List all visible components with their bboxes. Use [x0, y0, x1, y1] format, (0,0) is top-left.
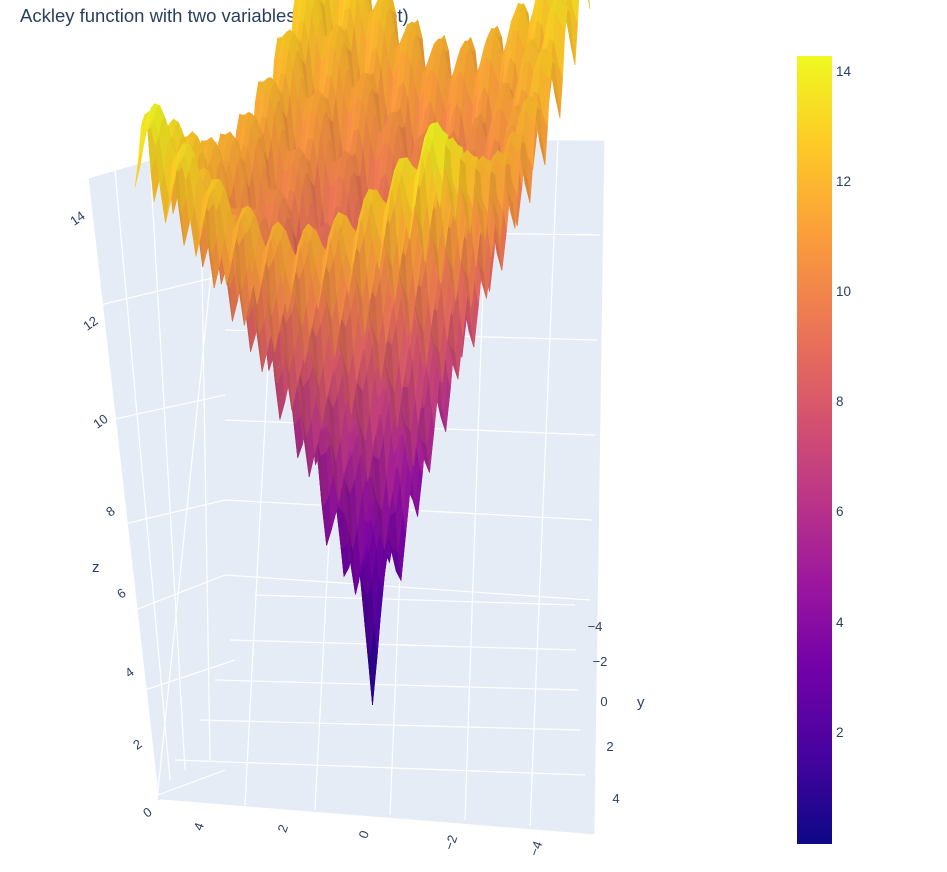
axis-tick-label: −4: [526, 839, 545, 858]
surface-patch: [137, 118, 147, 163]
axis-tick-label: −2: [593, 654, 608, 669]
axis-tick-label: 2: [274, 822, 291, 834]
axis-tick-label: 0: [600, 694, 607, 709]
z-axis-title: z: [92, 559, 100, 576]
surface-patch: [320, 0, 322, 2]
colorbar-tick: 4: [836, 614, 844, 630]
axis-tick-label: 4: [122, 664, 137, 680]
surface-plot-scene[interactable]: 0 2 4 6 8 10 12 14 4 2 0 −2 −4 −4 −2 0 2 4 z y: [0, 0, 760, 872]
colorbar-tick: 12: [836, 173, 852, 189]
axis-tick-label: 12: [80, 313, 100, 334]
surface-patch: [434, 165, 443, 208]
axis-tick-label: 14: [67, 208, 87, 229]
colorbar-tick: 14: [836, 63, 852, 79]
axis-tick-label: 6: [114, 585, 129, 601]
surface-patch: [320, 0, 325, 5]
colorbar-tick: 6: [836, 504, 844, 520]
axis-tick-label: 4: [190, 820, 207, 832]
axis-tick-label: 2: [606, 739, 613, 754]
grid-lines: [87, 136, 606, 836]
axis-tick-label: 8: [103, 503, 118, 519]
colorbar-tick: 10: [836, 283, 852, 299]
axis-tick-label: 4: [612, 791, 619, 806]
axis-ticks: 0 2 4 6 8 10 12 14 4 2 0 −2 −4 −4 −2 0 2 4: [67, 208, 619, 858]
colorbar: [797, 56, 832, 844]
surface-patch: [588, 0, 591, 9]
axis-tick-label: 2: [130, 736, 145, 752]
axis-tick-label: 0: [355, 828, 372, 840]
surface-patch: [535, 0, 539, 8]
surface-patch: [134, 146, 144, 188]
floor-panel: [158, 575, 595, 835]
axis-tick-label: −4: [588, 619, 603, 634]
colorbar-tick: 8: [836, 394, 844, 410]
wall-left-panel: [88, 138, 225, 795]
axis-tick-label: 0: [140, 804, 155, 820]
colorbar-tick: 2: [836, 724, 844, 740]
y-axis-title: y: [637, 694, 645, 711]
surface[interactable]: [134, 0, 591, 706]
axis-tick-label: −2: [441, 833, 460, 852]
axis-tick-label: 10: [90, 411, 110, 432]
